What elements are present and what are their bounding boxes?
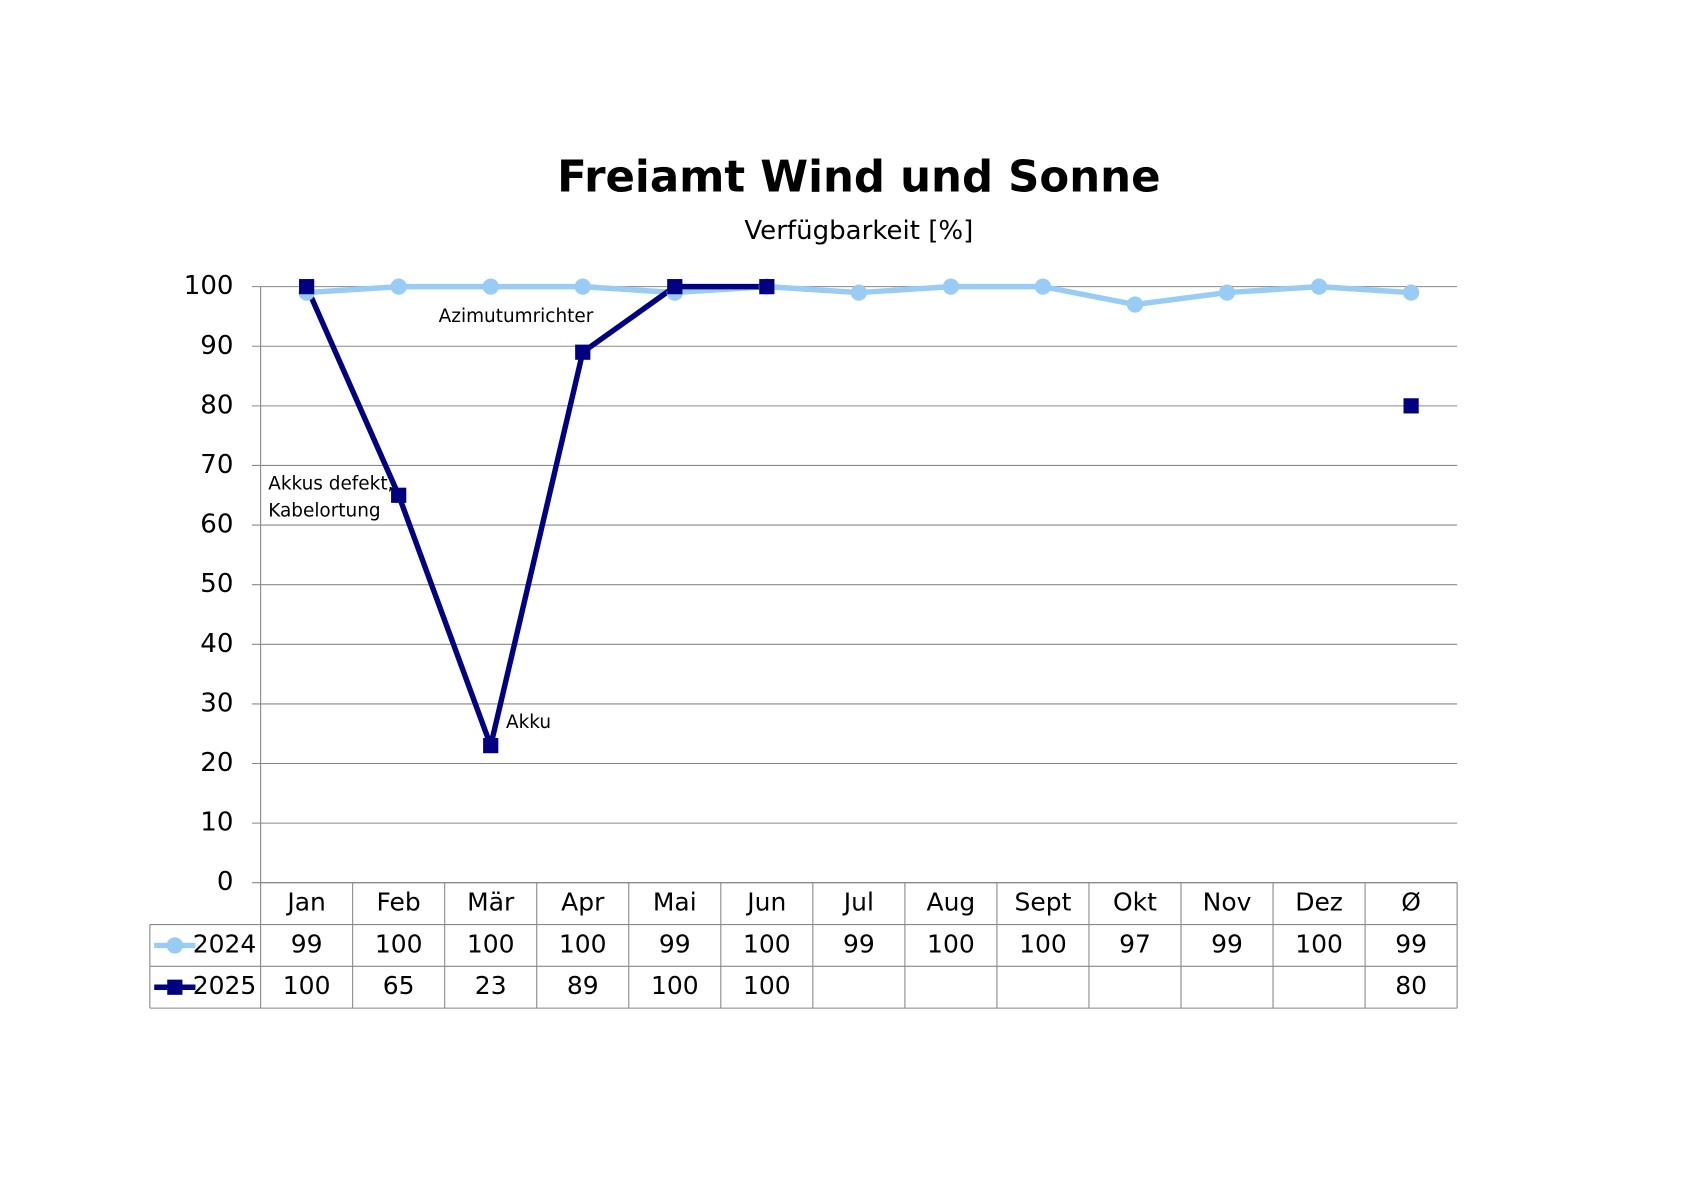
y-tick-label: 100 <box>184 271 234 301</box>
data-point <box>667 279 683 295</box>
x-tick-label: Sept <box>1015 888 1072 917</box>
x-tick-label: Mai <box>653 888 697 917</box>
data-point <box>1403 398 1419 414</box>
annotation: Akkus defekt, <box>268 473 393 494</box>
x-tick-label: Jul <box>842 888 874 917</box>
x-tick-label: Aug <box>927 888 976 917</box>
table-value: 99 <box>843 929 875 958</box>
table-value: 80 <box>1395 971 1427 1000</box>
data-point <box>1402 284 1420 301</box>
legend-label: 2025 <box>193 971 257 1000</box>
table-value: 100 <box>375 929 423 958</box>
table-value: 23 <box>475 971 507 1000</box>
table-value: 99 <box>1211 929 1243 958</box>
table-value: 100 <box>927 929 975 958</box>
table-value: 100 <box>1295 929 1343 958</box>
table-value: 100 <box>651 971 699 1000</box>
y-tick-label: 20 <box>200 748 233 778</box>
x-tick-label: Jun <box>745 888 786 917</box>
legend-marker <box>167 979 183 995</box>
data-point <box>850 284 868 301</box>
data-point <box>391 487 407 503</box>
data-point <box>1218 284 1236 301</box>
annotation: Azimutumrichter <box>439 306 594 327</box>
table-value: 97 <box>1119 929 1151 958</box>
x-tick-label: Jan <box>285 888 326 917</box>
data-point <box>1310 278 1328 295</box>
legend-marker <box>166 937 183 954</box>
x-tick-label: Apr <box>561 888 605 917</box>
x-tick-label: Mär <box>467 888 515 917</box>
chart-subtitle: Verfügbarkeit [%] <box>744 216 973 246</box>
x-tick-label: Feb <box>377 888 421 917</box>
data-point <box>390 278 407 295</box>
annotation: Kabelortung <box>268 500 380 521</box>
table-value: 100 <box>467 929 515 958</box>
data-point <box>1126 296 1144 313</box>
table-value: 100 <box>559 929 607 958</box>
data-point <box>575 344 591 360</box>
y-tick-label: 40 <box>200 629 233 659</box>
x-tick-label: Dez <box>1295 888 1343 917</box>
table-value: 65 <box>383 971 415 1000</box>
y-tick-label: 70 <box>200 450 233 480</box>
data-point <box>1034 278 1052 295</box>
annotation: Akku <box>506 712 551 733</box>
chart-title: Freiamt Wind und Sonne <box>557 153 1160 203</box>
table-value: 99 <box>659 929 691 958</box>
x-tick-label: Okt <box>1113 888 1157 917</box>
y-tick-label: 90 <box>200 331 233 361</box>
y-tick-label: 60 <box>200 510 233 540</box>
table-value: 99 <box>291 929 323 958</box>
data-point <box>483 738 499 754</box>
y-tick-label: 50 <box>200 569 233 599</box>
table-value: 100 <box>743 929 791 958</box>
y-tick-label: 10 <box>200 808 233 838</box>
x-tick-label: Ø <box>1401 888 1421 917</box>
legend-label: 2024 <box>193 929 257 958</box>
data-point <box>299 279 315 295</box>
table-value: 100 <box>1019 929 1067 958</box>
table-value: 100 <box>743 971 791 1000</box>
y-tick-label: 30 <box>200 688 233 718</box>
table-value: 99 <box>1395 929 1427 958</box>
table-value: 100 <box>283 971 331 1000</box>
data-point <box>759 279 775 295</box>
data-point <box>574 278 591 295</box>
x-tick-label: Nov <box>1203 888 1252 917</box>
y-tick-label: 0 <box>217 867 234 897</box>
data-point <box>942 278 960 295</box>
y-tick-label: 80 <box>200 390 233 420</box>
table-value: 89 <box>567 971 599 1000</box>
data-point <box>482 278 499 295</box>
